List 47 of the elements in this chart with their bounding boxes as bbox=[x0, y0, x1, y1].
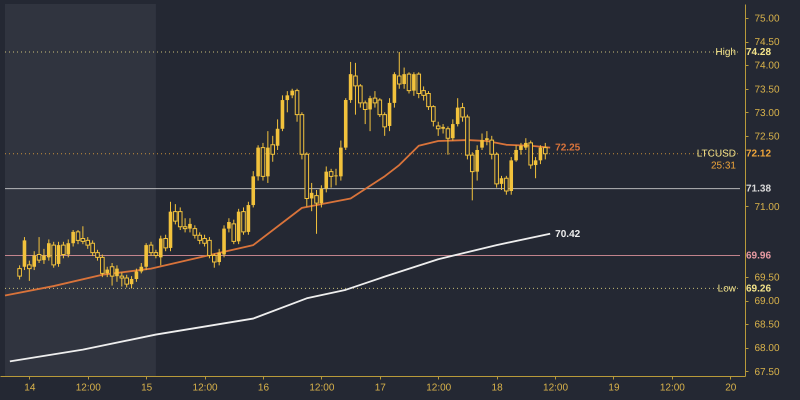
candlestick bbox=[480, 132, 484, 150]
x-tick-label: 17 bbox=[374, 382, 386, 394]
candlestick bbox=[314, 190, 319, 234]
y-tick-label: 72.50 bbox=[754, 131, 780, 142]
annotation: 25:31 bbox=[710, 160, 736, 172]
y-tick-label: 74.00 bbox=[754, 60, 780, 72]
ref-line-label: 69.96 bbox=[746, 250, 772, 262]
ref-line-label: 72.12 bbox=[746, 148, 772, 160]
candlestick bbox=[514, 144, 518, 162]
candlestick bbox=[139, 262, 144, 274]
annotation: High bbox=[715, 47, 736, 58]
x-tick-label: 18 bbox=[492, 382, 504, 394]
data-label: 70.42 bbox=[555, 228, 581, 240]
x-tick-label: 12:00 bbox=[543, 382, 568, 394]
candlestick bbox=[406, 72, 412, 94]
candlestick bbox=[17, 264, 22, 280]
annotation: Low bbox=[718, 283, 737, 294]
ref-line-label: 69.26 bbox=[746, 283, 772, 294]
y-tick-label: 69.00 bbox=[754, 296, 780, 308]
x-tick-label: 16 bbox=[258, 382, 270, 394]
annotation: LTCUSD bbox=[696, 148, 736, 160]
ref-line-label: 74.28 bbox=[746, 47, 772, 58]
candlestick bbox=[36, 236, 42, 264]
y-tick-label: 69.50 bbox=[754, 272, 780, 284]
ref-line-label: 71.38 bbox=[746, 184, 772, 195]
x-tick-label: 14 bbox=[24, 382, 36, 394]
data-label: 72.25 bbox=[555, 142, 581, 154]
x-tick-label: 15 bbox=[141, 382, 153, 394]
candlestick bbox=[286, 90, 290, 113]
x-tick-label: 20 bbox=[725, 382, 737, 394]
x-tick-label: 12:00 bbox=[426, 382, 452, 394]
x-tick-label: 12:00 bbox=[76, 382, 102, 394]
y-tick-label: 73.50 bbox=[754, 84, 780, 96]
x-tick-label: 12:00 bbox=[309, 382, 335, 394]
y-tick-label: 73.00 bbox=[754, 108, 780, 119]
candlestick bbox=[436, 121, 441, 136]
x-tick-label: 12:00 bbox=[660, 382, 686, 394]
x-tick-label: 19 bbox=[608, 382, 620, 394]
x-tick-label: 12:00 bbox=[192, 382, 218, 394]
y-tick-label: 68.00 bbox=[754, 343, 780, 354]
y-tick-label: 75.00 bbox=[754, 14, 780, 25]
y-tick-label: 67.50 bbox=[754, 366, 780, 378]
y-tick-label: 68.50 bbox=[754, 320, 780, 331]
y-tick-label: 74.50 bbox=[754, 37, 780, 48]
candlestick bbox=[446, 126, 450, 156]
candlestick bbox=[134, 268, 138, 282]
y-tick-label: 71.00 bbox=[754, 202, 780, 213]
